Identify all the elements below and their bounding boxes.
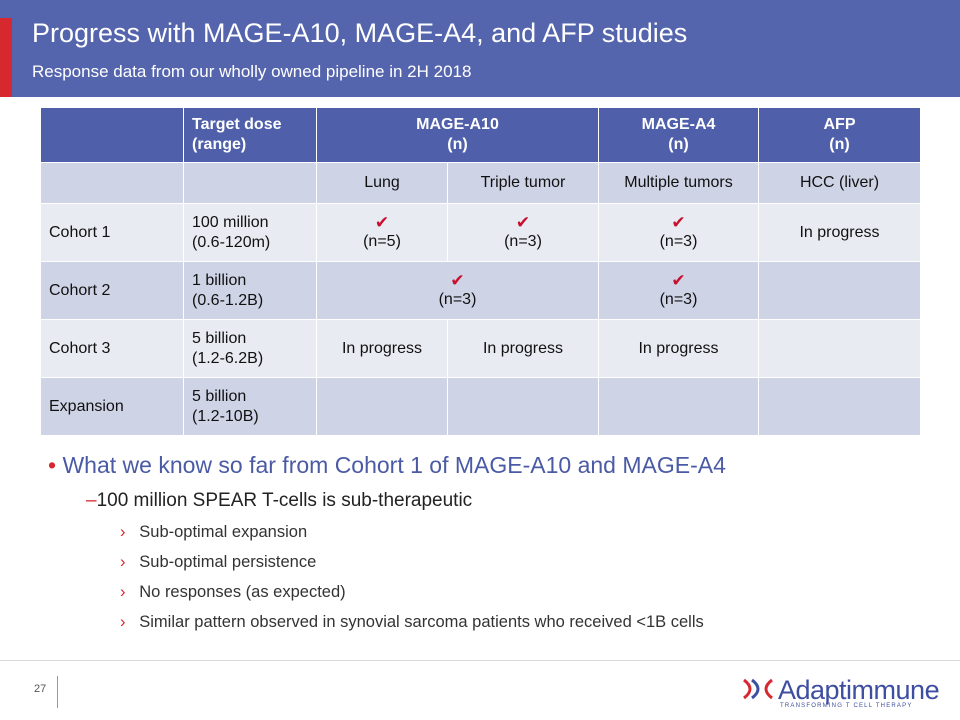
cell (40, 162, 184, 204)
logo-tagline: TRANSFORMING T CELL THERAPY (780, 703, 913, 709)
check-icon: ✔ (671, 212, 686, 232)
cell: In progress (316, 319, 448, 378)
row-label: Cohort 3 (40, 319, 184, 378)
row-label: Cohort 1 (40, 203, 184, 262)
subtitle: Response data from our wholly owned pipe… (32, 62, 472, 81)
row-label: Cohort 2 (40, 261, 184, 320)
cell (316, 377, 448, 436)
cell: HCC (liver) (758, 162, 921, 204)
cell (758, 261, 921, 320)
cell (758, 319, 921, 378)
row: Cohort 3 5 billion (1.2-6.2B) In progres… (40, 319, 921, 378)
cell: Triple tumor (447, 162, 599, 204)
sub-bullet: –100 million SPEAR T-cells is sub-therap… (86, 490, 473, 511)
header-cell: AFP (n) (758, 107, 921, 163)
header-band (0, 0, 960, 97)
row: Cohort 2 1 billion (0.6-1.2B) ✔ (n=3) ✔ (n… (40, 261, 921, 320)
check-icon: ✔ (671, 270, 686, 290)
header-row: Target dose (range) MAGE-A10 (n) MAGE-A4… (40, 107, 921, 163)
cell: Multiple tumors (598, 162, 759, 204)
bullet-text: No responses (as expected) (139, 583, 346, 601)
row: Expansion 5 billion (1.2-10B) (40, 377, 921, 436)
check-icon: ✔ (450, 270, 465, 290)
bullet-text: What we know so far from Cohort 1 of MAG… (62, 452, 726, 478)
dose: 5 billion (1.2-10B) (183, 377, 317, 436)
check-icon: ✔ (515, 212, 531, 232)
cell: ✔ (n=3) (598, 261, 759, 320)
cell-text: (n=3) (659, 290, 698, 308)
cell (758, 377, 921, 436)
bullet: • What we know so far from Cohort 1 of M… (48, 452, 726, 478)
cell: ✔ (n=3) (316, 261, 599, 320)
cell (447, 377, 599, 436)
cell: ✔ (n=3) (447, 203, 599, 262)
dose: 100 million (0.6-120m) (183, 203, 317, 262)
cell: In progress (758, 203, 921, 262)
cell: ✔ (n=5) (316, 203, 448, 262)
point: › No responses (as expected) (120, 583, 346, 601)
cell-text: (n=3) (504, 232, 542, 250)
footer-divider (57, 676, 58, 708)
row: Cohort 1 100 million (0.6-120m) ✔ (n=5) ✔… (40, 203, 921, 262)
results-table: Target dose (range) MAGE-A10 (n) MAGE-A4… (40, 107, 921, 436)
point: › Similar pattern observed in synovial s… (120, 613, 704, 631)
bullet-text: Similar pattern observed in synovial sar… (139, 613, 704, 631)
header-cell: MAGE-A4 (n) (598, 107, 759, 163)
subheader-row: Lung Triple tumor Multiple tumors HCC (l… (40, 162, 921, 204)
footer-line (0, 660, 960, 661)
header-cell: Target dose (range) (183, 107, 317, 163)
cell (598, 377, 759, 436)
row-label: Expansion (40, 377, 184, 436)
dose: 5 billion (1.2-6.2B) (183, 319, 317, 378)
cell: In progress (447, 319, 599, 378)
point: › Sub-optimal persistence (120, 553, 317, 571)
title: Progress with MAGE-A10, MAGE-A4, and AFP… (32, 18, 688, 48)
bullet-text: 100 million SPEAR T-cells is sub-therape… (96, 490, 473, 511)
cell: In progress (598, 319, 759, 378)
cell-text: (n=5) (363, 232, 401, 250)
cell (183, 162, 317, 204)
check-icon: ✔ (374, 212, 390, 232)
logo-text: Adaptimmune (778, 675, 940, 705)
cell: ✔ (n=3) (598, 203, 759, 262)
logo-icon (743, 678, 773, 700)
cell: Lung (316, 162, 448, 204)
page-number: 27 (34, 683, 47, 695)
cell-text: (n=3) (659, 232, 698, 250)
bullet-text: Sub-optimal persistence (139, 553, 317, 571)
header-cell: MAGE-A10 (n) (316, 107, 599, 163)
header-cell (40, 107, 184, 163)
dose: 1 billion (0.6-1.2B) (183, 261, 317, 320)
point: › Sub-optimal expansion (120, 523, 308, 541)
accent-stripe (0, 18, 12, 97)
cell-text: (n=3) (438, 290, 477, 308)
bullet-text: Sub-optimal expansion (139, 523, 308, 541)
